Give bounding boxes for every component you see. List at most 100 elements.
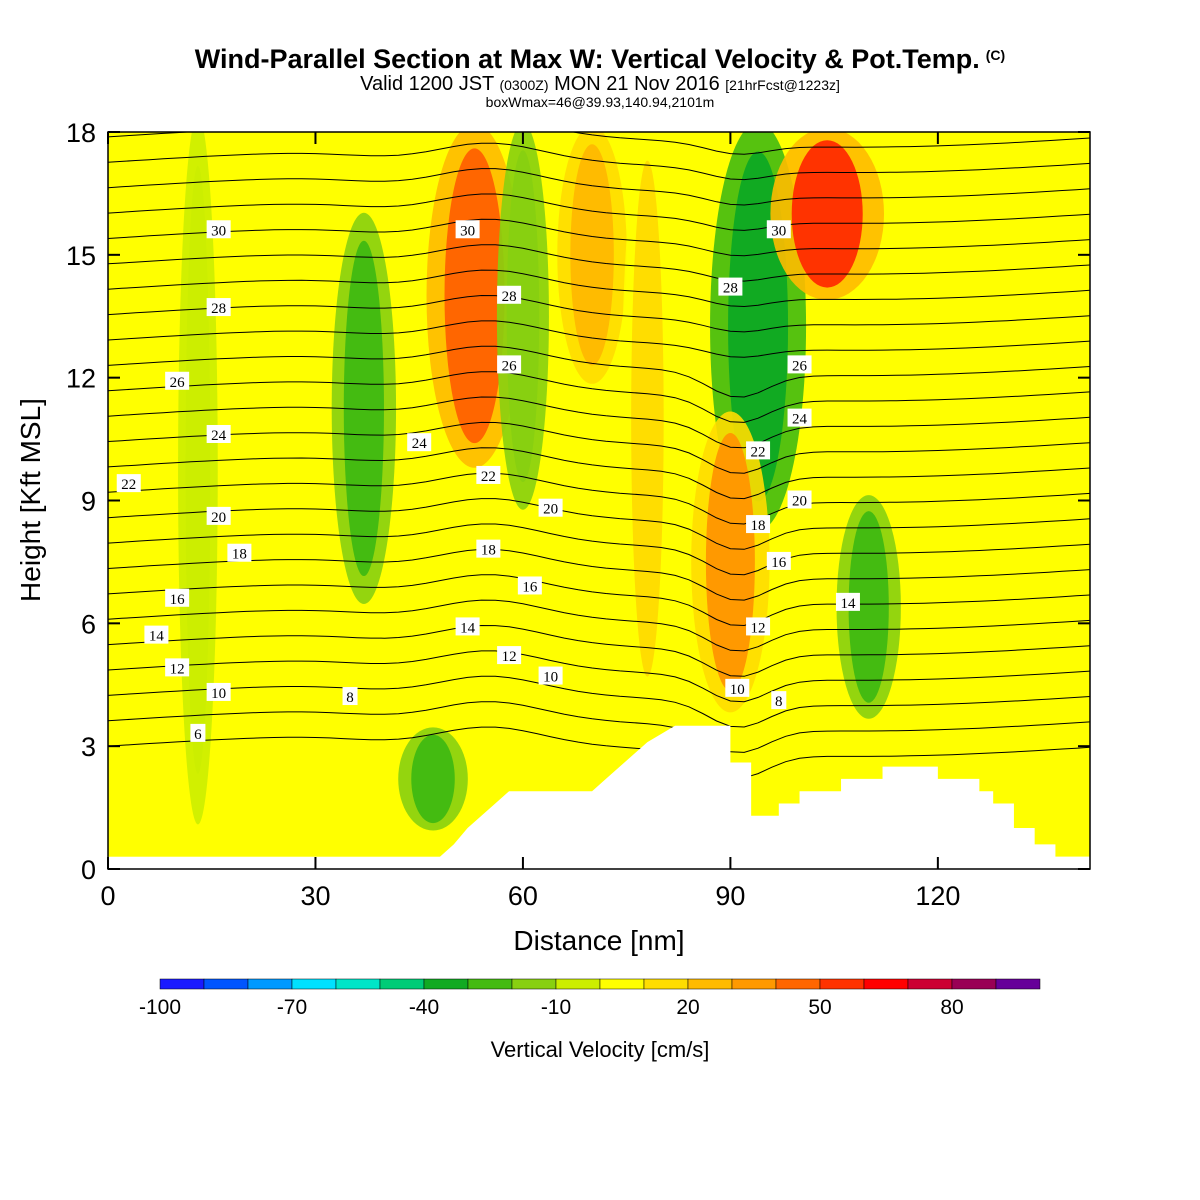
colorbar-tick-label: 20 [676,996,699,1019]
colorbar-swatch [951,978,997,990]
ground-strip [108,856,1090,869]
theta-contour-line [108,396,1090,449]
colorbar-swatch [555,978,601,990]
theta-label-box [746,441,771,460]
theta-label-box [517,576,542,595]
theta-label: 14 [149,629,165,645]
theta-contour-labels: 30 30 30 28 28 28 26 26 26 24 24 24 22 22 22 20 20 20 18 18… [116,220,860,743]
theta-label-box [538,666,563,685]
colorbar-swatch [511,978,557,990]
colorbar-tick-label: -40 [409,996,439,1019]
colorbar-swatch [599,978,645,990]
theta-label: 28 [723,281,738,297]
theta-label: 8 [775,694,783,710]
colorbar-swatch [203,978,249,990]
theta-label: 10 [730,682,745,698]
theta-label: 16 [170,592,186,608]
colorbar-tick-label: 50 [808,996,831,1019]
theta-contour-line [108,193,1090,231]
theta-label-box [206,682,231,701]
title-main: Wind-Parallel Section at Max W: Vertical… [194,44,980,74]
colorbar-tick-label: -10 [541,996,571,1019]
theta-label: 10 [543,670,558,686]
theta-label-box [342,687,358,706]
theta-label: 20 [792,494,807,510]
theta-contour-line [108,142,1090,181]
theta-contour-line [108,371,1090,423]
theta-contour-line [108,701,1090,753]
x-tick-label: 60 [508,881,538,911]
theta-label: 8 [346,690,354,706]
y-axis-label: Height [Kft MSL] [15,398,46,602]
theta-label: 14 [460,620,476,636]
x-tick-label: 30 [300,881,330,911]
theta-label-box [835,592,860,611]
theta-label: 26 [170,375,186,391]
theta-label-box [227,543,252,562]
theta-contour-line [108,726,1090,779]
theta-label: 24 [792,412,808,428]
colorbar: -100 -70 -40 -10 20 50 80 [139,978,1041,1019]
valid-date: MON 21 Nov 2016 [554,73,720,95]
theta-label: 18 [751,518,766,534]
theta-label: 18 [481,543,496,559]
theta-label: 28 [211,301,226,317]
theta-contour-line [108,447,1090,500]
chart-title: Wind-Parallel Section at Max W: Vertical… [0,44,1200,75]
theta-label-box [766,551,791,570]
colorbar-swatch [775,978,821,990]
axes: 0 30 60 90 120 0 3 6 9 12 15 18 [66,118,1090,911]
colorbar-swatch [643,978,689,990]
theta-label: 12 [751,620,766,636]
theta-label-box [787,408,812,427]
colorbar-swatch [335,978,381,990]
theta-label-box [407,433,432,452]
colorbar-tick-label: -70 [277,996,307,1019]
x-tick-label: 120 [915,881,960,911]
theta-contour-line [108,599,1090,652]
theta-contour-line [108,650,1090,703]
y-tick-label: 18 [66,118,96,148]
y-tick-label: 12 [66,364,96,394]
theta-label-box [476,465,501,484]
theta-label: 24 [412,436,428,452]
colorbar-tick-label: -100 [139,996,181,1019]
copyright-mark: (C) [985,47,1006,63]
theta-label-box [746,617,771,636]
theta-contour-line [108,548,1090,601]
theta-label-box [497,646,522,665]
theta-contour-line [108,624,1090,677]
theta-label-box [787,490,812,509]
theta-label: 22 [121,477,136,493]
theta-contour-line [108,244,1090,282]
theta-label: 20 [211,510,226,526]
theta-label-box [165,371,190,390]
theta-label-box [206,424,231,443]
colorbar-swatch [687,978,733,990]
colorbar-swatch [819,978,865,990]
theta-label-box [165,658,190,677]
x-tick-label: 0 [100,881,115,911]
velocity-feature [411,734,455,824]
theta-contours [108,132,1090,779]
theta-label: 6 [194,727,202,743]
theta-contour-line [108,168,1090,206]
theta-label: 24 [211,428,227,444]
theta-contour-line [108,294,1090,333]
colorbar-swatch [247,978,293,990]
theta-label-box [497,285,522,304]
x-axis-label: Distance [nm] [513,925,684,956]
theta-contour-line [108,421,1090,474]
theta-label-box [497,355,522,374]
theta-label: 12 [170,661,185,677]
theta-label: 30 [211,223,226,239]
theta-label-box [144,625,169,644]
theta-contour-line [108,269,1090,308]
valid-zulu: (0300Z) [499,77,549,93]
theta-label: 14 [840,596,856,612]
theta-contour-line [108,132,1090,155]
theta-contour-line [108,218,1090,257]
forecast-info: [21hrFcst@1223z] [725,77,840,93]
theta-label: 30 [460,223,475,239]
